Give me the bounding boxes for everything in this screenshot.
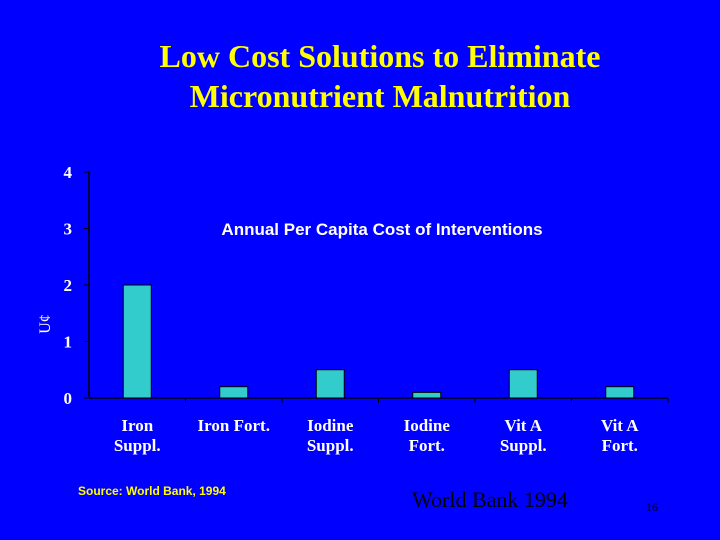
bar (122, 284, 152, 399)
slide-number: 16 (646, 500, 658, 514)
bar (605, 386, 635, 399)
slide-title-line-1: Low Cost Solutions to Eliminate (159, 38, 601, 74)
y-tick-label: 4 (64, 163, 73, 182)
footer-source: World Bank 1994 (412, 487, 568, 512)
x-tick-label: Fort. (602, 436, 638, 455)
y-axis-label: U¢ (37, 314, 54, 334)
y-tick-label: 3 (64, 220, 73, 239)
chart-title: Annual Per Capita Cost of Interventions (221, 220, 542, 239)
bar (412, 391, 442, 399)
slide-title-line-2: Micronutrient Malnutrition (189, 78, 571, 114)
source-note: Source: World Bank, 1994 (78, 484, 226, 498)
y-tick-label: 1 (64, 333, 73, 352)
x-tick-label: Suppl. (307, 436, 354, 455)
x-tick-label: Iodine (404, 416, 451, 435)
x-tick-label: Vit A (504, 416, 542, 435)
x-tick-label: Iodine (307, 416, 354, 435)
slide-title: Low Cost Solutions to Eliminate Micronut… (0, 36, 720, 116)
bar (508, 369, 538, 399)
y-tick-label: 2 (64, 276, 73, 295)
x-tick-label: Suppl. (114, 436, 161, 455)
x-tick-label: Suppl. (500, 436, 547, 455)
x-tick-label: Fort. (409, 436, 445, 455)
x-tick-label: Iron (121, 416, 153, 435)
bar (315, 369, 345, 399)
x-tick-label: Vit A (601, 416, 639, 435)
x-tick-label: Iron Fort. (198, 416, 270, 435)
y-tick-label: 0 (64, 389, 73, 408)
bar (219, 386, 249, 399)
